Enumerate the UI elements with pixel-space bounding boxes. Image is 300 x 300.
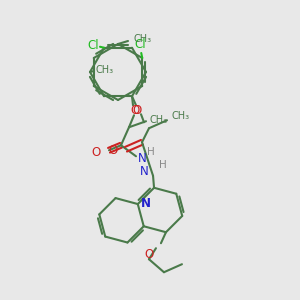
Text: Cl: Cl: [87, 39, 99, 52]
Text: CH₃: CH₃: [95, 65, 113, 75]
Text: Cl: Cl: [134, 38, 146, 51]
Text: CH₃: CH₃: [172, 111, 190, 121]
Text: O: O: [130, 104, 140, 117]
Text: CH₃: CH₃: [149, 115, 167, 125]
Text: O: O: [92, 146, 101, 159]
Text: O: O: [109, 144, 118, 157]
Text: N: N: [138, 152, 147, 165]
Text: N: N: [141, 196, 151, 209]
Text: N: N: [140, 165, 149, 178]
Text: O: O: [145, 248, 154, 261]
Text: CH₃: CH₃: [134, 34, 152, 44]
Text: H: H: [147, 147, 155, 157]
Text: O: O: [132, 104, 142, 117]
Text: H: H: [159, 160, 167, 170]
